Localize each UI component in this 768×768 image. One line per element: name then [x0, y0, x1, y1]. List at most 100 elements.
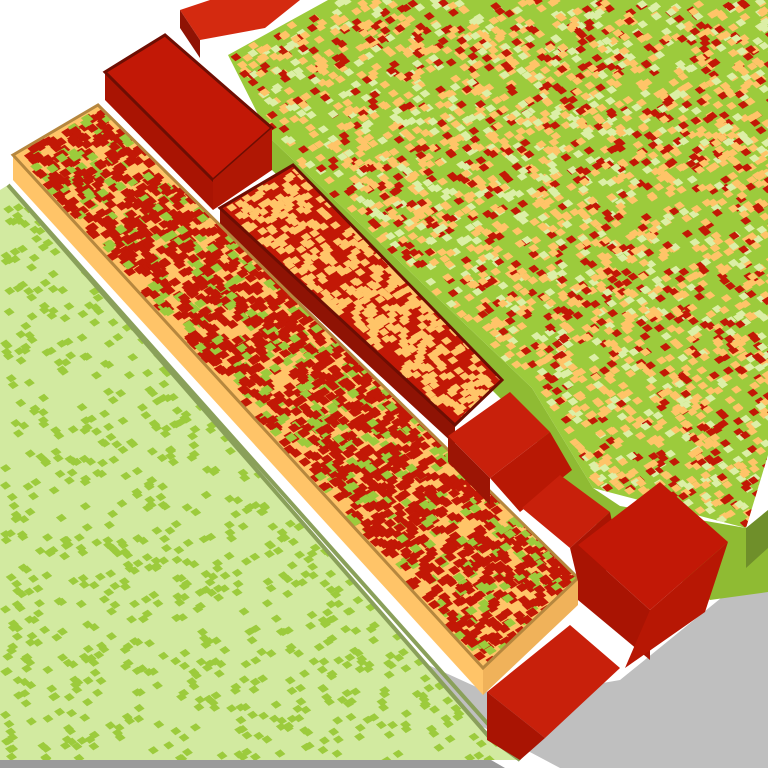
texture-pixel [353, 291, 365, 300]
texture-pixel [588, 100, 600, 109]
texture-pixel [164, 526, 176, 535]
texture-pixel [514, 239, 526, 248]
texture-pixel [332, 585, 344, 594]
mixed-strip-pattern [23, 105, 578, 666]
texture-pixel [474, 112, 486, 121]
texture-pixel [669, 475, 681, 484]
texture-pixel [412, 260, 424, 269]
texture-pixel [580, 103, 592, 112]
texture-pixel [450, 383, 461, 392]
texture-pixel [677, 72, 689, 81]
texture-pixel [652, 411, 664, 420]
texture-pixel [355, 135, 366, 144]
texture-pixel [607, 471, 619, 480]
texture-pixel [76, 736, 88, 745]
texture-pixel [396, 4, 408, 13]
texture-pixel [625, 189, 637, 198]
texture-pixel [724, 281, 736, 291]
texture-pixel [706, 373, 717, 382]
texture-pixel [398, 304, 410, 313]
texture-pixel [747, 476, 759, 485]
texture-pixel [509, 24, 521, 33]
texture-pixel [539, 115, 551, 124]
texture-pixel [487, 149, 499, 159]
texture-pixel [730, 141, 741, 150]
texture-pixel [585, 383, 597, 392]
texture-pixel [569, 375, 581, 384]
texture-pixel [646, 376, 658, 385]
texture-pixel [58, 168, 72, 178]
texture-pixel [689, 27, 701, 36]
texture-pixel [703, 131, 714, 140]
texture-pixel [650, 167, 661, 176]
texture-pixel [721, 373, 733, 383]
texture-pixel [448, 565, 461, 575]
texture-pixel [393, 135, 405, 144]
texture-pixel [332, 735, 344, 744]
texture-pixel [325, 600, 337, 609]
texture-pixel [539, 109, 551, 118]
texture-pixel [604, 321, 616, 330]
texture-pixel [437, 177, 448, 186]
texture-pixel [659, 368, 670, 377]
texture-pixel [547, 0, 559, 7]
texture-pixel [756, 342, 768, 352]
texture-pixel [683, 20, 695, 29]
texture-pixel [637, 223, 649, 232]
texture-pixel [447, 356, 459, 365]
texture-pixel [576, 117, 588, 126]
texture-pixel [375, 234, 387, 244]
texture-pixel [350, 87, 361, 96]
texture-pixel [97, 458, 108, 468]
texture-pixel [606, 359, 618, 368]
texture-pixel [368, 264, 379, 273]
texture-pixel [539, 66, 551, 75]
texture-pixel [363, 133, 375, 142]
texture-pixel [188, 441, 200, 450]
texture-pixel [249, 752, 261, 760]
texture-pixel [705, 310, 717, 319]
texture-pixel [716, 515, 728, 524]
texture-pixel [661, 471, 673, 480]
texture-pixel [581, 5, 593, 14]
texture-pixel [384, 284, 396, 294]
texture-pixel [714, 25, 726, 34]
texture-pixel [407, 232, 419, 241]
texture-pixel [386, 66, 397, 75]
texture-pixel [456, 309, 467, 319]
texture-pixel [470, 86, 482, 96]
texture-pixel [764, 169, 768, 179]
texture-pixel [588, 353, 600, 362]
texture-pixel [549, 58, 561, 67]
texture-pixel [648, 306, 659, 315]
texture-pixel [332, 237, 344, 246]
texture-pixel [460, 169, 472, 178]
texture-pixel [653, 323, 665, 333]
texture-pixel [39, 305, 50, 315]
texture-pixel [41, 348, 53, 357]
texture-pixel [364, 35, 376, 44]
texture-pixel [292, 704, 304, 713]
texture-pixel [762, 376, 768, 385]
texture-pixel [534, 373, 546, 382]
texture-pixel [146, 447, 158, 456]
texture-pixel [490, 319, 502, 328]
texture-pixel [751, 110, 763, 120]
texture-pixel [411, 59, 423, 68]
texture-pixel [378, 173, 390, 183]
texture-pixel [490, 2, 502, 11]
texture-pixel [57, 627, 68, 636]
texture-pixel [600, 258, 612, 267]
texture-pixel [437, 36, 449, 46]
texture-pixel [360, 93, 372, 102]
texture-pixel [336, 301, 348, 310]
texture-pixel [319, 93, 331, 102]
texture-pixel [230, 53, 242, 62]
texture-pixel [727, 171, 739, 181]
texture-pixel [67, 425, 79, 434]
texture-pixel [622, 95, 634, 105]
texture-pixel [632, 140, 644, 149]
texture-pixel [625, 53, 636, 62]
texture-pixel [112, 728, 123, 737]
texture-pixel [643, 408, 655, 417]
